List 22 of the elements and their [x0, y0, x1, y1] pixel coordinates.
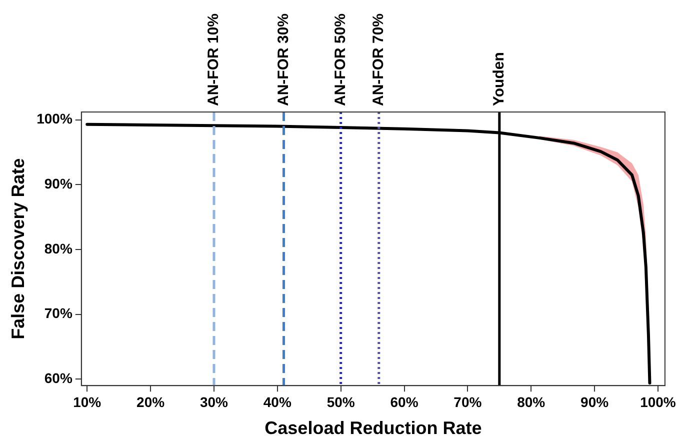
y-tick-label: 80%	[44, 240, 73, 256]
x-tick-label: 10%	[73, 394, 102, 410]
ref-line-label: AN-FOR 30%	[274, 13, 292, 106]
y-tick-label: 90%	[44, 175, 73, 192]
x-tick-label: 30%	[200, 394, 229, 410]
x-tick-label: 40%	[263, 394, 292, 410]
x-tick-label: 80%	[517, 394, 546, 410]
ref-line-label: AN-FOR 70%	[370, 13, 388, 106]
y-tick-label: 70%	[44, 305, 73, 322]
x-axis-title: Caseload Reduction Rate	[264, 418, 482, 438]
x-tick-label: 50%	[326, 394, 356, 410]
ref-line-label: AN-FOR 10%	[205, 13, 222, 106]
ref-line-label: Youden	[490, 52, 508, 106]
x-tick-label: 90%	[580, 394, 610, 410]
y-tick-label: 100%	[36, 110, 73, 127]
ref-line-label: AN-FOR 50%	[332, 13, 349, 106]
y-axis-title: False Discovery Rate	[8, 158, 28, 340]
x-tick-label: 60%	[390, 394, 419, 410]
x-tick-label: 70%	[454, 394, 482, 410]
x-tick-label: 100%	[640, 394, 676, 410]
y-tick-label: 60%	[44, 370, 73, 386]
x-tick-label: 20%	[136, 394, 166, 410]
